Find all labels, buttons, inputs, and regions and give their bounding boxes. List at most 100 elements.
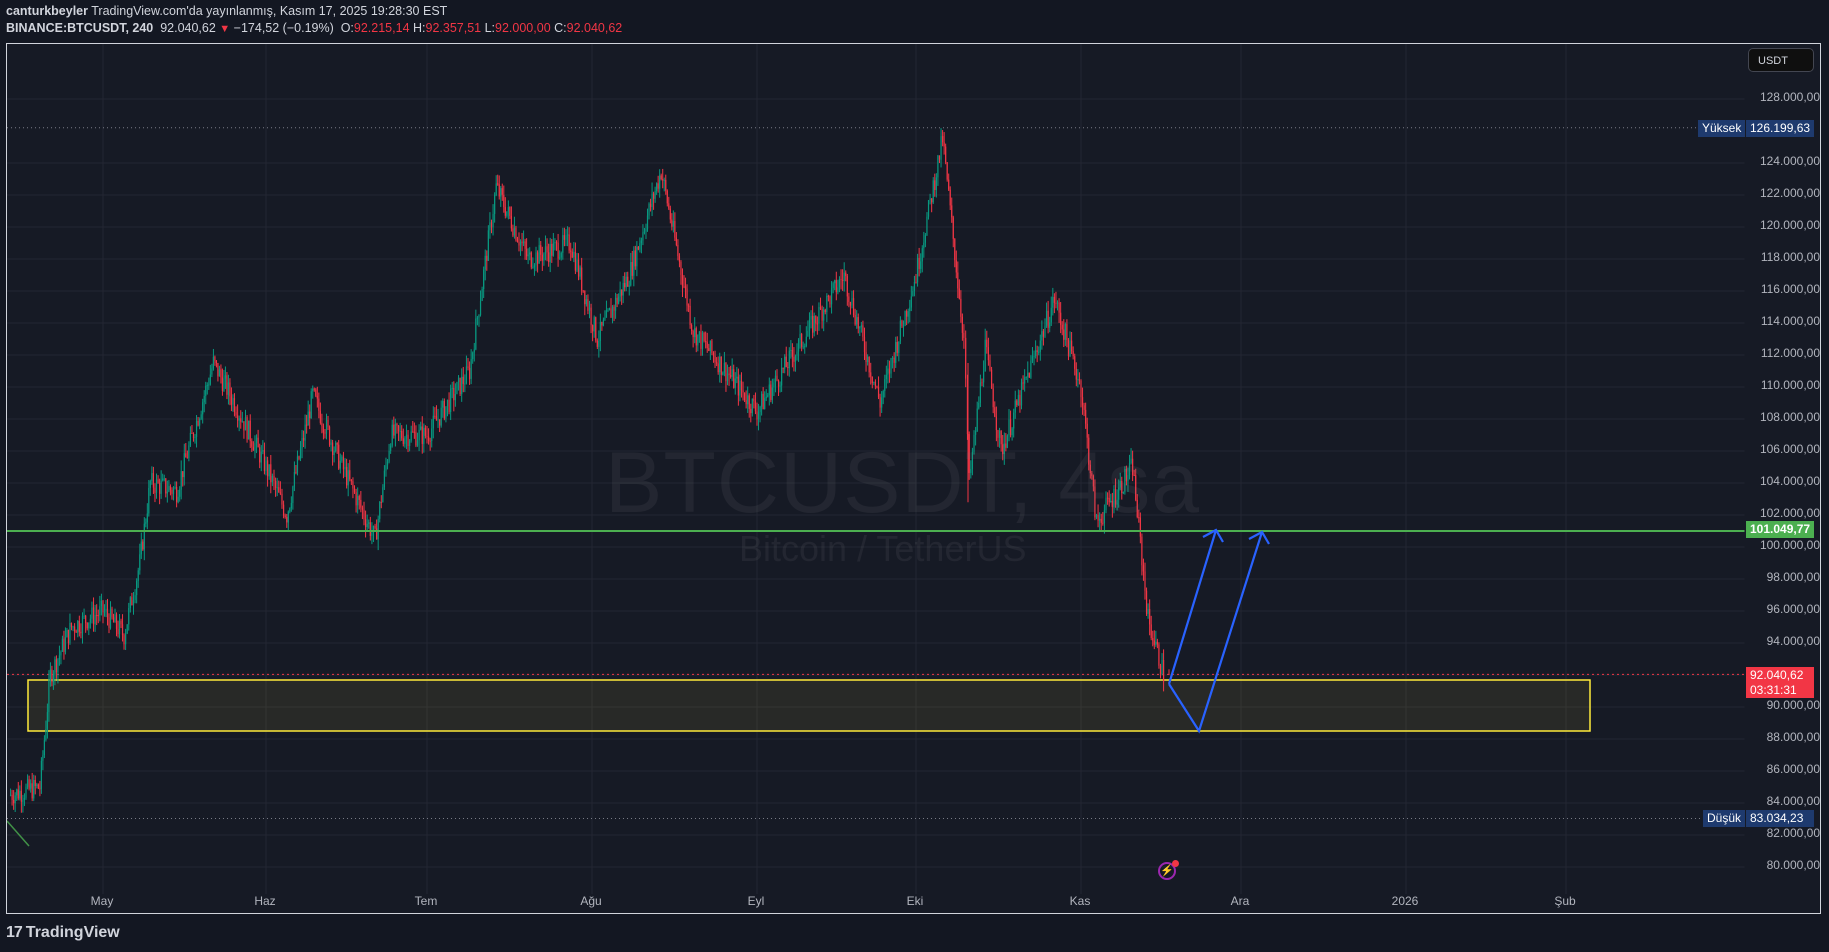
candle-body — [399, 430, 401, 432]
candle-body — [751, 398, 753, 414]
candle-body — [666, 190, 668, 204]
chart-frame[interactable]: BTCUSDT, 4sa Bitcoin / TetherUS — [6, 43, 1821, 914]
candle-body — [1122, 492, 1124, 494]
candle-body — [504, 207, 506, 216]
candle-body — [278, 487, 280, 493]
candle-body — [958, 288, 960, 299]
candle-body — [648, 203, 650, 216]
candle-body — [689, 305, 691, 325]
candle-body — [548, 252, 550, 263]
candle-body — [377, 518, 379, 540]
candle-body — [992, 388, 994, 408]
candle-body — [249, 420, 251, 442]
candle-body — [923, 242, 925, 249]
candle-body — [1063, 329, 1065, 340]
notification-dot — [1172, 860, 1179, 867]
candle-body — [238, 418, 240, 421]
candle-body — [105, 608, 107, 612]
candle-body — [282, 504, 285, 516]
currency-selector[interactable]: USDT — [1748, 48, 1814, 72]
candle-body — [467, 366, 469, 368]
candle-body — [307, 411, 309, 426]
candle-body — [36, 784, 38, 786]
candle-body — [424, 427, 427, 436]
candle-body — [692, 331, 694, 338]
candle-body — [1067, 340, 1070, 357]
tradingview-logo[interactable]: 17 TradingView — [6, 924, 120, 942]
trendline-fragment — [7, 820, 30, 847]
candle-body — [1138, 517, 1140, 519]
candle-body — [96, 615, 98, 617]
candle-body — [802, 346, 804, 348]
low-value: 92.000,00 — [495, 21, 551, 35]
candle-body — [770, 384, 772, 400]
candle-body — [823, 309, 825, 321]
candle-body — [286, 517, 288, 523]
candle-body — [588, 307, 591, 311]
candle-body — [852, 298, 855, 315]
candle-body — [1136, 499, 1138, 518]
candle-body — [510, 215, 513, 229]
price-tick-label: 116.000,00 — [1760, 282, 1820, 296]
candle-body — [14, 795, 16, 804]
candle-body — [279, 492, 281, 494]
candle-body — [440, 407, 442, 426]
candle-body — [1095, 514, 1098, 518]
candle-body — [532, 267, 534, 269]
candle-body — [515, 227, 517, 241]
candle-body — [335, 443, 337, 451]
candle-body — [394, 424, 396, 436]
price-tick-label: 120.000,00 — [1759, 218, 1820, 232]
tradingview-mark-icon: 17 — [6, 924, 23, 941]
candle-body — [22, 799, 24, 802]
close-value: 92.040,62 — [566, 21, 623, 35]
candle-body — [968, 434, 970, 473]
price-chart[interactable] — [7, 44, 1821, 914]
candle-body — [146, 513, 148, 523]
candle-body — [296, 456, 299, 473]
candle-body — [157, 479, 159, 483]
candle-body — [893, 357, 895, 363]
candle-body — [551, 243, 553, 256]
candle-body — [415, 432, 417, 446]
candle-body — [409, 440, 411, 447]
candle-body — [954, 238, 956, 261]
candle-body — [621, 289, 623, 296]
candle-body — [319, 410, 321, 423]
candle-body — [824, 309, 826, 313]
candle-body — [211, 368, 213, 375]
candle-body — [867, 356, 869, 362]
candle-body — [541, 254, 543, 261]
candle-body — [973, 434, 975, 452]
candle-body — [1091, 473, 1093, 477]
lightning-event-icon[interactable]: ⚡ — [1158, 862, 1176, 880]
symbol-name[interactable]: BINANCE:BTCUSDT, 240 — [6, 21, 154, 35]
candle-body — [873, 381, 875, 383]
candle-body — [857, 317, 859, 329]
candle-body — [1102, 522, 1104, 524]
candle-body — [106, 608, 109, 618]
candle-body — [754, 401, 757, 412]
candle-body — [194, 436, 196, 439]
candle-body — [848, 296, 850, 302]
time-tick-label: May — [90, 894, 114, 908]
candle-body — [683, 286, 685, 288]
candle-body — [9, 794, 12, 796]
candle-body — [172, 488, 175, 494]
price-tick-label: 112.000,00 — [1760, 346, 1820, 360]
candle-body — [266, 460, 269, 477]
candle-body — [628, 285, 630, 287]
candle-body — [979, 382, 982, 403]
candle-body — [576, 259, 578, 271]
candle-body — [386, 461, 389, 466]
candle-body — [77, 621, 79, 633]
candle-body — [1110, 500, 1112, 503]
candle-body — [432, 415, 434, 429]
candle-body — [910, 296, 912, 308]
candle-body — [946, 162, 948, 180]
candle-body — [439, 419, 441, 426]
candle-body — [155, 479, 158, 493]
author-name[interactable]: canturkbeyler — [6, 4, 88, 18]
candle-body — [368, 522, 370, 524]
candle-body — [602, 319, 605, 326]
